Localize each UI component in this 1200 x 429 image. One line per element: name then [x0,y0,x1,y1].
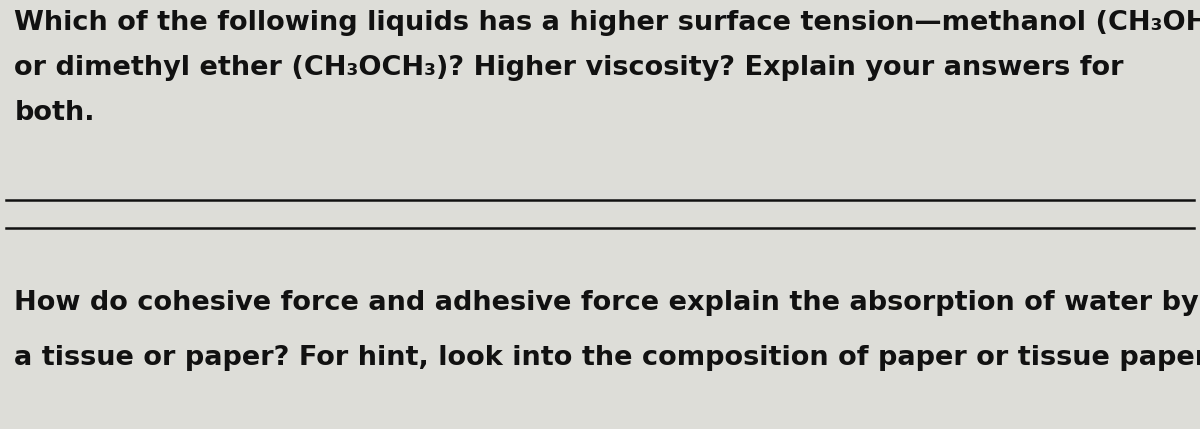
Text: Which of the following liquids has a higher surface tension—methanol (CH₃OH): Which of the following liquids has a hig… [14,10,1200,36]
Text: How do cohesive force and adhesive force explain the absorption of water by: How do cohesive force and adhesive force… [14,290,1199,316]
Text: both.: both. [14,100,95,126]
Text: a tissue or paper? For hint, look into the composition of paper or tissue paper.: a tissue or paper? For hint, look into t… [14,345,1200,371]
Text: or dimethyl ether (CH₃OCH₃)? Higher viscosity? Explain your answers for: or dimethyl ether (CH₃OCH₃)? Higher visc… [14,55,1124,81]
